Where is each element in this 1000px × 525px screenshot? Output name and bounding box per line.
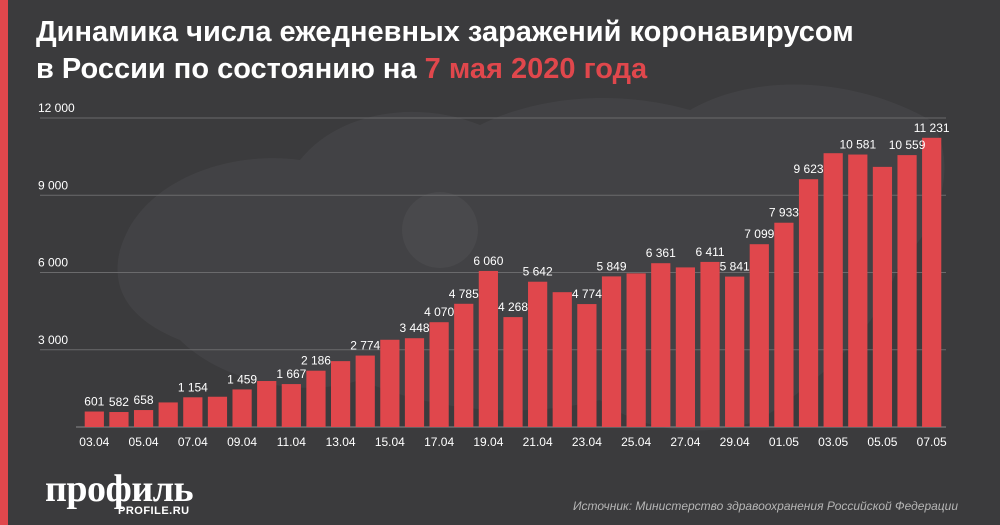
- data-label: 1 459: [227, 372, 257, 386]
- bar-10.04: [257, 381, 277, 427]
- x-tick-label: 03.04: [79, 435, 109, 449]
- x-tick-label: 19.04: [473, 435, 503, 449]
- bar-24.04: [601, 276, 622, 427]
- bar-08.04: [207, 396, 228, 427]
- bar-22.04: [552, 292, 572, 427]
- bar-05.04: [133, 410, 154, 427]
- bar-19.04: [478, 270, 498, 427]
- x-tick-label: 01.05: [769, 435, 799, 449]
- bar-20.04: [503, 317, 523, 427]
- title-line1: Динамика числа ежедневных заражений коро…: [36, 16, 854, 48]
- bar-23.04: [577, 304, 597, 427]
- chart-title: Динамика числа ежедневных заражений коро…: [36, 14, 976, 88]
- bar-21.04: [528, 281, 548, 427]
- data-label: 2 186: [301, 354, 331, 368]
- accent-bar: [0, 0, 8, 525]
- data-label: 11 231: [914, 121, 950, 135]
- bar-17.04: [429, 322, 449, 427]
- bar-06.05: [897, 155, 917, 427]
- bar-02.05: [798, 179, 819, 427]
- data-label: 658: [134, 393, 154, 407]
- bar-07.04: [183, 397, 203, 427]
- x-tick-label: 07.04: [178, 435, 208, 449]
- bar-12.04: [306, 370, 326, 427]
- bar-28.04: [700, 261, 720, 427]
- bar-27.04: [675, 267, 696, 427]
- x-tick-label: 23.04: [572, 435, 602, 449]
- x-tick-label: 05.04: [129, 435, 159, 449]
- bar-11.04: [281, 384, 301, 427]
- data-label: 601: [84, 395, 104, 409]
- bar-30.04: [749, 244, 769, 427]
- bar-18.04: [454, 303, 474, 427]
- bar-04.04: [109, 412, 129, 427]
- data-label: 4 774: [572, 287, 602, 301]
- bar-29.04: [725, 276, 745, 427]
- bar-05.05: [872, 166, 893, 427]
- data-label: 3 448: [399, 321, 429, 335]
- data-label: 7 099: [744, 227, 774, 241]
- x-tick-label: 09.04: [227, 435, 257, 449]
- x-tick-label: 27.04: [670, 435, 700, 449]
- profile-site-label[interactable]: PROFILE.RU: [118, 505, 190, 517]
- x-tick-label: 15.04: [375, 435, 405, 449]
- y-tick-label: 3 000: [38, 333, 68, 347]
- data-label: 7 933: [769, 206, 799, 220]
- data-label: 5 642: [523, 265, 553, 279]
- x-tick-label: 03.05: [818, 435, 848, 449]
- bar-03.04: [84, 411, 104, 427]
- y-tick-label: 12 000: [38, 101, 75, 115]
- title-line2-prefix: в России по состоянию на: [36, 53, 425, 85]
- data-label: 582: [109, 395, 129, 409]
- data-label: 6 361: [646, 246, 676, 260]
- x-tick-label: 05.05: [867, 435, 897, 449]
- bar-06.04: [158, 402, 178, 427]
- x-tick-label: 29.04: [720, 435, 750, 449]
- source-note: Источник: Министерство здравоохранения Р…: [572, 499, 958, 513]
- bar-03.05: [823, 153, 843, 427]
- data-label: 6 411: [695, 245, 724, 259]
- data-label: 10 581: [839, 138, 876, 152]
- bar-15.04: [380, 339, 400, 427]
- data-label: 4 268: [498, 300, 528, 314]
- profile-logo[interactable]: профиль: [45, 468, 194, 510]
- x-tick-label: 25.04: [621, 435, 651, 449]
- bar-01.05: [774, 222, 794, 427]
- y-tick-label: 6 000: [38, 256, 68, 270]
- title-date-highlight: 7 мая 2020 года: [424, 53, 648, 85]
- data-label: 5 841: [720, 260, 750, 274]
- bar-07.05: [922, 137, 942, 427]
- bar-09.04: [232, 389, 252, 427]
- x-tick-label: 17.04: [424, 435, 454, 449]
- bar-26.04: [651, 263, 671, 427]
- bar-13.04: [330, 361, 351, 427]
- data-label: 2 774: [350, 339, 380, 353]
- x-tick-label: 07.05: [917, 435, 947, 449]
- x-tick-label: 11.04: [277, 435, 306, 449]
- data-label: 1 667: [276, 367, 306, 381]
- data-label: 10 559: [889, 138, 926, 152]
- x-tick-label: 13.04: [326, 435, 356, 449]
- data-label: 4 070: [424, 305, 454, 319]
- data-label: 6 060: [473, 254, 503, 268]
- y-tick-label: 9 000: [38, 178, 68, 192]
- bar-14.04: [355, 355, 375, 427]
- data-label: 9 623: [794, 162, 824, 176]
- data-label: 4 785: [449, 287, 479, 301]
- x-tick-label: 21.04: [523, 435, 553, 449]
- bar-16.04: [404, 338, 425, 427]
- bar-04.05: [848, 154, 868, 427]
- data-label: 5 849: [596, 259, 626, 273]
- bar-25.04: [626, 273, 646, 427]
- data-label: 1 154: [178, 380, 208, 394]
